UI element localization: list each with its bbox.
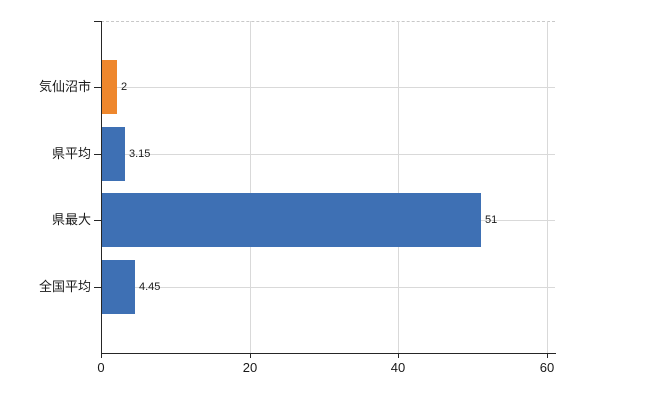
plot-area: 0 20 40 60 2 気仙沼市 3.15 県平均 51 県最大 4.45 全国平均 [39, 21, 556, 375]
plot-top-gridline [101, 21, 555, 22]
x-axis-tick-40 [398, 354, 399, 358]
y-axis-top-tick [94, 21, 101, 22]
x-gridline-40 [398, 21, 399, 353]
x-tick-label-60: 60 [539, 360, 555, 375]
bar-value-label: 3.15 [129, 148, 151, 160]
category-label-1: 県平均 [51, 146, 91, 161]
x-tick-label-40: 40 [390, 360, 406, 375]
x-axis-tick-0 [101, 354, 102, 358]
x-axis-line [101, 353, 556, 354]
bar-気仙沼市 [102, 60, 117, 114]
category-label-3: 全国平均 [38, 279, 91, 294]
category-gridline [101, 287, 555, 288]
bar-value-label: 4.45 [139, 281, 161, 293]
category-gridline [101, 154, 555, 155]
y-axis-line [101, 21, 102, 354]
x-gridline-20 [250, 21, 251, 353]
category-label-0: 気仙沼市 [38, 79, 91, 94]
x-tick-label-0: 0 [97, 360, 105, 375]
y-axis-tick-0 [94, 87, 101, 88]
category-label-2: 県最大 [51, 212, 91, 227]
bar-全国平均 [102, 260, 135, 314]
category-gridline [101, 87, 555, 88]
bar-value-label: 51 [485, 214, 498, 226]
bar-value-label: 2 [121, 81, 128, 93]
y-axis-tick-1 [94, 154, 101, 155]
bar-県最大 [102, 193, 481, 247]
x-axis-tick-20 [250, 354, 251, 358]
x-tick-label-20: 20 [242, 360, 258, 375]
y-axis-tick-2 [94, 220, 101, 221]
x-gridline-60 [547, 21, 548, 353]
y-axis-tick-3 [94, 287, 101, 288]
x-axis-tick-60 [547, 354, 548, 358]
bar-県平均 [102, 127, 125, 181]
